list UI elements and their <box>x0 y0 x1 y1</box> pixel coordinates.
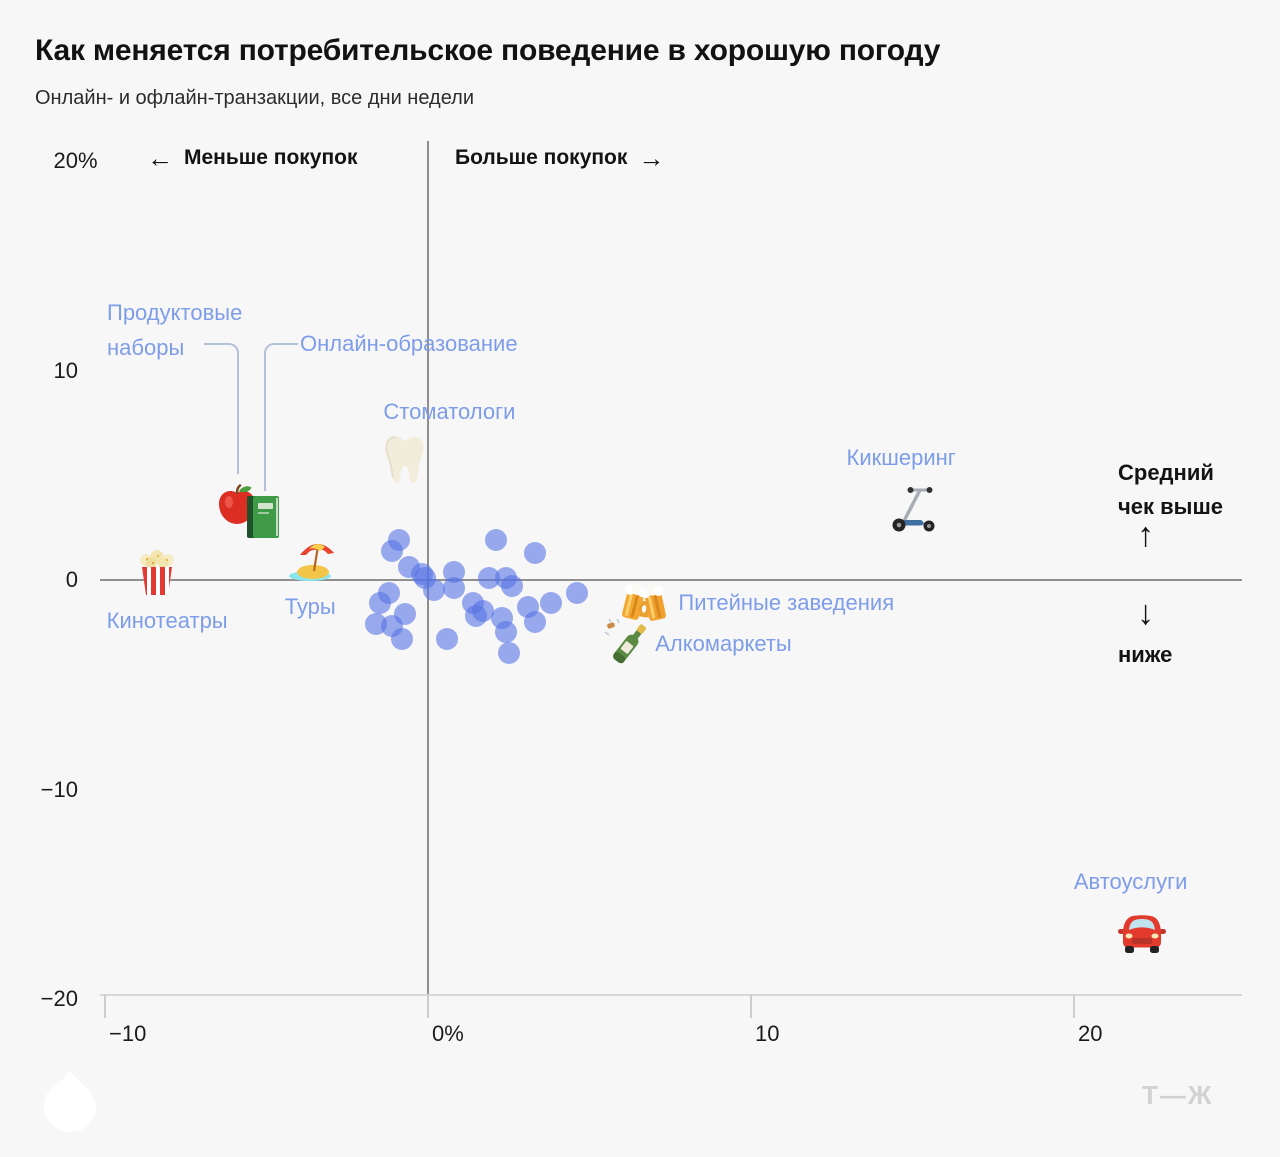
right-arrow-icon: → <box>638 143 665 173</box>
x-tick-mark <box>104 994 106 1018</box>
category-label: Кинотеатры <box>106 607 228 633</box>
journal-gem-logo-icon <box>28 1068 110 1139</box>
data-dot <box>565 581 588 604</box>
x-tick-label: 10 <box>755 1021 780 1046</box>
beach-umbrella-icon <box>288 539 336 586</box>
data-dot <box>442 577 465 600</box>
y-tick-label: −20 <box>40 986 78 1011</box>
y-tick-label: 0 <box>65 567 78 592</box>
popcorn-icon <box>138 549 176 601</box>
apple-icon <box>216 483 258 531</box>
fewer-purchases-label: Меньше покупок <box>184 146 358 169</box>
x-tick-label: 0% <box>432 1021 464 1046</box>
data-dot <box>391 627 414 650</box>
category-label: Питейные заведения <box>678 589 895 615</box>
up-arrow-icon: ↑ <box>1137 516 1154 554</box>
y-tick-label: −10 <box>40 776 78 802</box>
annotation-lower-label: ниже <box>1118 642 1173 667</box>
tooth-icon <box>382 434 428 493</box>
x-tick-label: 20 <box>1078 1021 1103 1046</box>
kick-scooter-icon <box>887 484 939 537</box>
page-subtitle: Онлайн- и офлайн-транзакции, все дни нед… <box>35 87 474 109</box>
tj-brand-logo: Т—Ж <box>1142 1080 1214 1110</box>
champagne-icon <box>603 617 653 674</box>
data-dot <box>423 579 446 602</box>
x-tick-label: −10 <box>109 1021 147 1046</box>
annotation-average-check: Средний чек выше <box>1118 456 1223 524</box>
data-dot <box>381 539 404 562</box>
annotation-more-purchases: Больше покупок → <box>455 143 665 173</box>
data-dot <box>539 592 562 615</box>
bottom-axis-line <box>100 994 1242 996</box>
data-dot <box>523 610 546 633</box>
label-online-education: Онлайн-образование <box>300 331 518 356</box>
y-tick-label: 20% <box>53 148 98 173</box>
category-label: Алкомаркеты <box>655 630 792 656</box>
page-title: Как меняется потребительское поведение в… <box>35 34 941 67</box>
x-tick-mark <box>750 994 752 1018</box>
category-label: Туры <box>284 594 336 620</box>
data-dot <box>523 541 546 564</box>
data-dot <box>436 627 459 650</box>
annotation-fewer-purchases: ← Меньше покупок <box>147 143 358 173</box>
beer-mugs-icon <box>618 579 670 630</box>
category-label: Кикшеринг <box>846 444 956 470</box>
category-label: Стоматологи <box>383 398 516 424</box>
data-dot <box>494 621 517 644</box>
callout-line-online-education <box>264 343 298 491</box>
avg-check-line1: Средний <box>1118 460 1214 485</box>
data-dot <box>465 604 488 627</box>
zero-horizontal-line <box>100 579 1242 581</box>
left-arrow-icon: ← <box>147 143 173 173</box>
callout-line-grocery-kits <box>204 343 239 474</box>
x-tick-mark <box>427 994 429 1018</box>
down-arrow-icon: ↓ <box>1137 594 1154 632</box>
avg-check-line2: чек выше <box>1118 494 1224 519</box>
data-dot <box>478 566 501 589</box>
data-dot <box>368 592 391 615</box>
data-dot <box>497 642 520 665</box>
data-dot <box>500 575 523 598</box>
y-tick-label: 10 <box>53 357 78 383</box>
data-dot <box>484 529 507 552</box>
data-dot <box>394 602 417 625</box>
green-book-icon <box>245 494 281 545</box>
category-label: Автоуслуги <box>1073 868 1188 894</box>
data-dot <box>410 562 433 585</box>
car-icon <box>1115 910 1169 959</box>
label-grocery-kits: Продуктовые наборы <box>107 300 243 360</box>
data-dot <box>442 560 465 583</box>
x-tick-mark <box>1073 994 1075 1018</box>
more-purchases-label: Больше покупок <box>455 146 628 169</box>
